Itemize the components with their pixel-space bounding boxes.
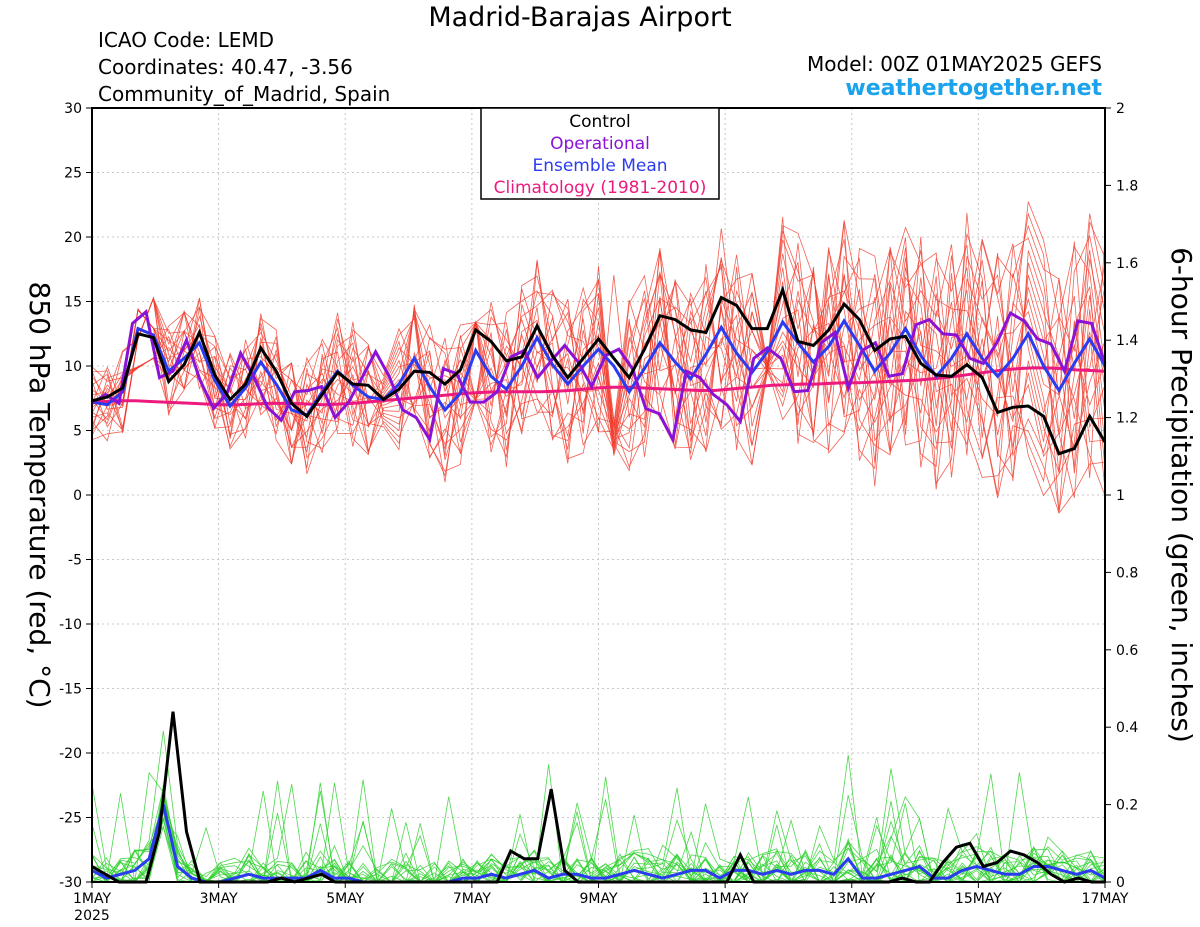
x-tick-label: 15MAY xyxy=(955,891,1002,907)
brand-link[interactable]: weathertogether.net xyxy=(845,76,1102,101)
y-left-tick-label: 5 xyxy=(73,424,82,440)
legend-operational: Operational xyxy=(550,134,650,154)
x-tick-label: 7MAY xyxy=(453,891,491,907)
control-temp-line xyxy=(91,285,1107,456)
x-tick-label: 13MAY xyxy=(828,891,875,907)
y-left-label: 850 hPa Temperature (red, °C) xyxy=(23,281,56,708)
y-right-label: 6-hour Precipitation (green, inches) xyxy=(1165,247,1198,743)
y-left-tick-label: -20 xyxy=(59,746,82,762)
member-temp-line xyxy=(91,212,1106,457)
y-left-tick-label: -5 xyxy=(68,553,82,569)
y-right-tick-label: 1.8 xyxy=(1116,178,1138,194)
member-temp-line xyxy=(91,224,1106,461)
x-tick-label: 9MAY xyxy=(579,891,617,907)
y-left-tick-label: 15 xyxy=(64,295,82,311)
y-left-tick-label: -30 xyxy=(59,875,82,891)
member-temp-line xyxy=(91,201,1106,458)
y-left-tick-label: 0 xyxy=(73,488,82,504)
x-tick-label: 3MAY xyxy=(200,891,238,907)
member-temp-line xyxy=(91,249,1106,515)
y-right-tick-label: 1 xyxy=(1116,488,1125,504)
gridlines xyxy=(91,107,1106,883)
x-tick-sublabel: 2025 xyxy=(74,908,110,924)
y-right-tick-label: 1.6 xyxy=(1116,256,1138,272)
y-right-tick-label: 1.2 xyxy=(1116,411,1138,427)
x-tick-label: 5MAY xyxy=(326,891,364,907)
y-right-tick-label: 0.6 xyxy=(1116,643,1138,659)
y-left-tick-label: -15 xyxy=(59,682,82,698)
y-right-tick-label: 0.2 xyxy=(1116,798,1138,814)
y-right-axis: 2 1.8 1.6 1.4 1.2 1 0.8 0.6 0.4 0.2 0 xyxy=(1105,101,1138,891)
ensemble-mean-precip-line xyxy=(91,804,1106,884)
member-temp-line xyxy=(91,250,1106,498)
icao-code-label: ICAO Code: LEMD xyxy=(98,28,275,52)
y-left-tick-label: 30 xyxy=(64,101,82,117)
legend-box xyxy=(480,107,720,200)
y-left-tick-label: 25 xyxy=(64,166,82,182)
x-axis: 1MAY2025 3MAY 5MAY 7MAY 9MAY 11MAY 13MAY 15MAY 1… xyxy=(73,882,1129,924)
operational-temp-line xyxy=(91,309,1107,444)
member-temp-line xyxy=(91,245,1106,469)
member-temp-line xyxy=(91,241,1106,497)
y-right-tick-label: 1.4 xyxy=(1116,333,1138,349)
y-left-tick-label: 10 xyxy=(64,359,82,375)
member-temp-line xyxy=(91,235,1106,479)
y-left-tick-label: -25 xyxy=(59,811,82,827)
y-left-tick-label: -10 xyxy=(59,617,82,633)
member-temp-line xyxy=(91,237,1106,466)
legend-climatology: Climatology (1981-2010) xyxy=(494,178,707,198)
y-right-tick-label: 0.4 xyxy=(1116,720,1138,736)
x-tick-label: 1MAY xyxy=(73,891,111,907)
y-left-axis: 30 25 20 15 10 5 0 -5 -10 -15 -20 -25 -30 xyxy=(59,101,92,891)
chart-title: Madrid-Barajas Airport xyxy=(428,2,732,33)
legend-ensemble-mean: Ensemble Mean xyxy=(532,156,667,176)
legend: Control Operational Ensemble Mean Climat… xyxy=(480,107,720,200)
region-label: Community_of_Madrid, Spain xyxy=(98,82,391,106)
y-right-tick-label: 0 xyxy=(1116,875,1125,891)
y-right-tick-label: 0.8 xyxy=(1116,565,1138,581)
member-temp-line xyxy=(91,221,1106,483)
y-left-tick-label: 20 xyxy=(64,230,82,246)
coordinates-label: Coordinates: 40.47, -3.56 xyxy=(98,55,353,79)
legend-control: Control xyxy=(569,112,630,132)
x-tick-label: 17MAY xyxy=(1082,891,1129,907)
model-run-label: Model: 00Z 01MAY2025 GEFS xyxy=(807,52,1102,76)
x-tick-label: 11MAY xyxy=(702,891,749,907)
y-right-tick-label: 2 xyxy=(1116,101,1125,117)
member-temp-line xyxy=(91,250,1106,490)
member-temp-line xyxy=(91,216,1106,474)
